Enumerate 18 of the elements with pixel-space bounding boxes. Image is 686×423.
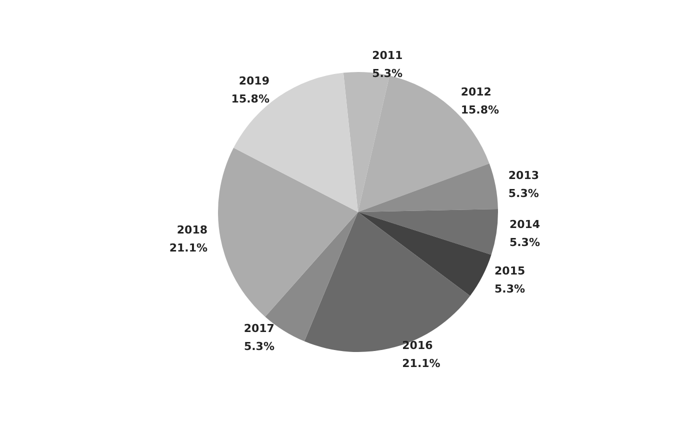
slice-label: 2019 — [238, 74, 270, 88]
slice-label: 2014 — [509, 218, 540, 231]
slice-label: 2012 — [460, 85, 492, 98]
slice-label: 2011 — [372, 48, 403, 62]
data-label: 5.3% — [372, 66, 403, 80]
data-label: 15.8% — [231, 92, 270, 106]
data-label: 5.3% — [508, 186, 539, 200]
data-label: 5.3% — [494, 282, 526, 296]
data-label: 5.3% — [244, 340, 274, 353]
data-label: 21.1% — [402, 357, 440, 370]
data-label: 21.1% — [169, 242, 208, 255]
slice-label: 2017 — [244, 322, 274, 335]
data-label: 5.3% — [509, 236, 540, 249]
slice-label: 2013 — [508, 168, 540, 182]
slice-label: 2015 — [494, 264, 526, 278]
data-label: 15.8% — [460, 103, 500, 116]
slice-label: 2018 — [176, 224, 208, 237]
slice-label: 2016 — [402, 339, 434, 352]
